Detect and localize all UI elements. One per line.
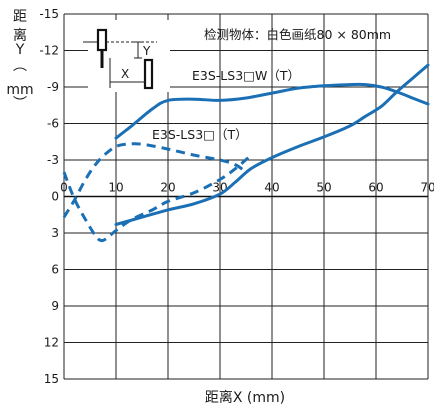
y-tick-label-3: -6 bbox=[47, 117, 59, 131]
x-tick-label-2: 20 bbox=[160, 181, 175, 195]
x-tick-label-0: 0 bbox=[60, 181, 68, 195]
x-tick-label-4: 40 bbox=[264, 181, 279, 195]
y-axis-label: 距离Y︵ mm︶ bbox=[6, 9, 33, 112]
receiver-block bbox=[143, 58, 154, 90]
x-tick-label-1: 10 bbox=[108, 181, 123, 195]
y-tick-label-1: -12 bbox=[39, 44, 59, 58]
y-tick-label-4: -3 bbox=[47, 153, 59, 167]
series-lines bbox=[62, 63, 430, 243]
series-label-w-type: E3S-LS3□W（T） bbox=[192, 68, 300, 83]
detection-object-annotation: 检测物体：白色画纸80 × 80mm bbox=[204, 27, 391, 42]
y-tick-label-8: 9 bbox=[51, 299, 59, 313]
y-tick-label-5: 0 bbox=[51, 190, 59, 204]
x-tick-label-5: 50 bbox=[316, 181, 331, 195]
series-1-upper-line bbox=[62, 153, 253, 243]
y-tick-label-7: 6 bbox=[51, 263, 59, 277]
y-tick-label-0: -15 bbox=[39, 7, 59, 21]
y-axis-label-char-1: 离 bbox=[13, 27, 27, 44]
y-tick-label-10: 15 bbox=[44, 372, 59, 386]
x-tick-label-6: 60 bbox=[368, 181, 383, 195]
sensor-diagram: Y X bbox=[83, 20, 170, 92]
diagram-label-x: X bbox=[121, 67, 129, 81]
y-axis-label-char-3: ︵ bbox=[13, 58, 27, 74]
series-0-lower-line bbox=[114, 63, 430, 226]
y-tick-label-9: 12 bbox=[44, 336, 59, 350]
series-label-standard-type: E3S-LS3□（T） bbox=[152, 127, 248, 142]
y-tick-label-6: 3 bbox=[51, 226, 59, 240]
y-axis-label-char-0: 距 bbox=[13, 9, 27, 25]
y-tick-label-2: -9 bbox=[47, 80, 59, 94]
series-0-upper-line bbox=[114, 82, 430, 140]
y-axis-label-char-5: ︶ bbox=[13, 96, 27, 112]
x-axis-label: 距离X (mm) bbox=[205, 389, 285, 406]
diagram-label-y: Y bbox=[142, 44, 151, 58]
emitter-block bbox=[96, 28, 108, 52]
y-axis-label-char-4: mm bbox=[6, 82, 33, 98]
y-axis-label-char-2: Y bbox=[15, 42, 25, 58]
x-tick-label-7: 70 bbox=[420, 181, 434, 195]
